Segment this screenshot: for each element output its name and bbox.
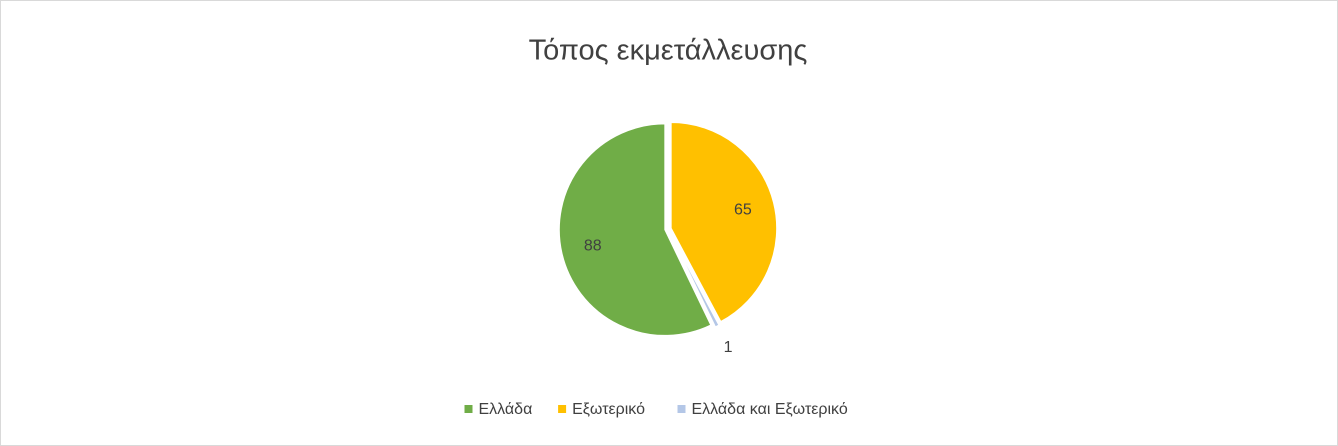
legend-label: Ελλάδα και Εξωτερικό — [692, 401, 848, 418]
legend-label: Ελλάδα — [479, 401, 533, 418]
data-label: 65 — [734, 202, 752, 219]
pie-slice — [670, 121, 778, 323]
legend-label: Εξωτερικό — [572, 401, 645, 418]
legend-swatch — [558, 405, 567, 413]
pie-slice — [558, 122, 713, 337]
legend-swatch — [677, 405, 686, 413]
data-label: 1 — [724, 339, 733, 356]
chart-title: Τόπος εκμετάλλευσης — [529, 35, 808, 67]
pie-slice — [668, 231, 721, 329]
legend-swatch — [464, 405, 473, 413]
data-label: 88 — [584, 237, 602, 254]
